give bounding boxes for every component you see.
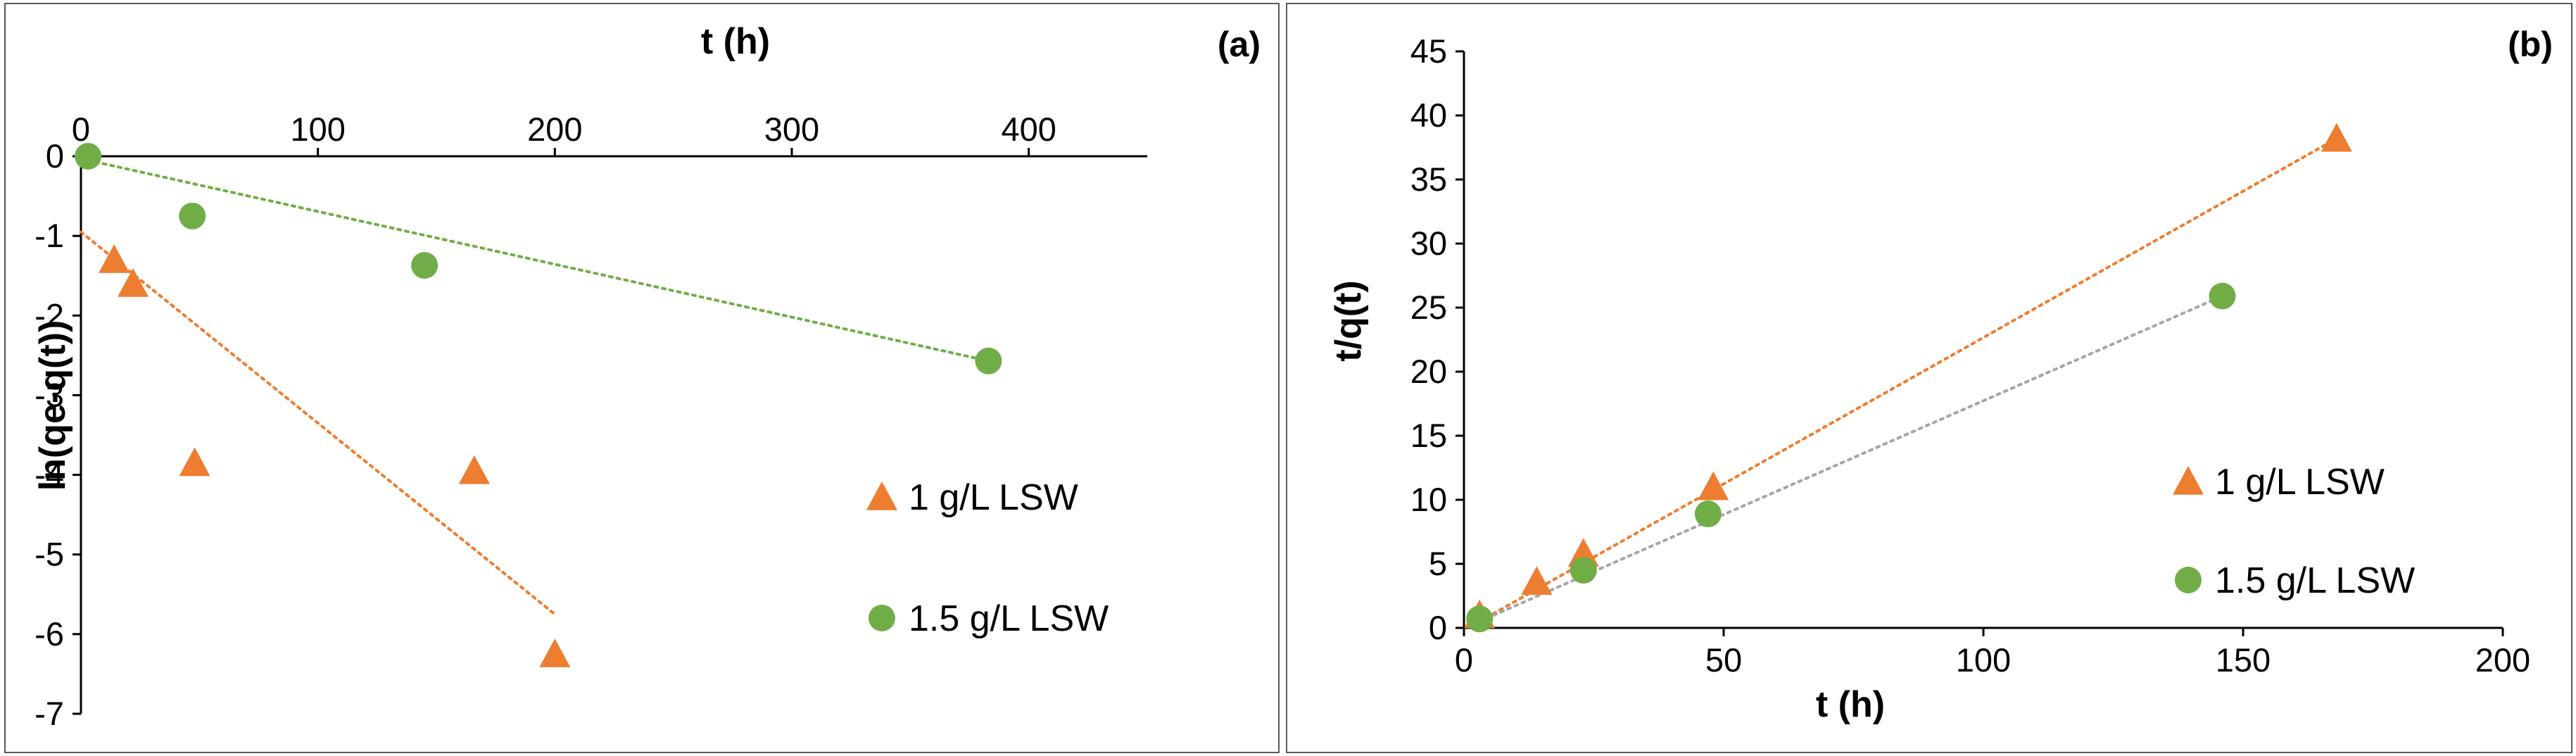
data-point-triangle bbox=[118, 268, 149, 297]
y-tick-label: 30 bbox=[1410, 225, 1447, 262]
panel-label: (b) bbox=[2508, 25, 2553, 64]
data-point-triangle bbox=[458, 455, 490, 484]
x-tick-label: 0 bbox=[1455, 641, 1473, 679]
data-point-circle bbox=[1694, 500, 1722, 528]
data-point-circle bbox=[1466, 605, 1494, 633]
y-tick-label: 45 bbox=[1410, 32, 1447, 70]
chart-panel-a: 0 100 200 300 400 0 -1 -2 -3 -4 -5 -6 -7 t (h) ln(qe-q… bbox=[4, 3, 1280, 753]
chart-panel-b: 0 50 100 150 200 0 5 10 15 20 25 30 35 40 45 t (h) t/q(t… bbox=[1286, 3, 2572, 753]
chart-a-svg: 0 100 200 300 400 0 -1 -2 -3 -4 -5 -6 -7 t (h) ln(qe-q… bbox=[32, 21, 1261, 732]
y-tick-label: -7 bbox=[34, 695, 64, 732]
data-point-circle bbox=[411, 252, 438, 279]
y-axis-title: ln(qe-q(t)) bbox=[32, 320, 73, 491]
y-tick-label: 20 bbox=[1410, 353, 1447, 390]
x-tick-label: 300 bbox=[764, 111, 819, 148]
y-tick-label: 0 bbox=[46, 137, 64, 175]
y-tick-label: 40 bbox=[1410, 96, 1447, 134]
data-point-triangle bbox=[179, 447, 210, 477]
y-tick-label: -5 bbox=[34, 536, 64, 573]
x-tick-label: 200 bbox=[527, 111, 582, 148]
trendline-triangle bbox=[80, 230, 557, 616]
legend-label: 1 g/L LSW bbox=[909, 477, 1078, 518]
legend-marker-circle bbox=[869, 605, 895, 631]
data-point-triangle bbox=[1521, 566, 1553, 596]
trendline-circle bbox=[87, 158, 990, 363]
x-tick-label: 100 bbox=[1956, 641, 2011, 679]
y-tick-label: 5 bbox=[1429, 545, 1447, 582]
y-tick-label: 10 bbox=[1410, 481, 1447, 518]
y-tick-label: 15 bbox=[1410, 417, 1447, 454]
data-point-circle bbox=[1570, 557, 1597, 584]
x-tick-label: 150 bbox=[2216, 641, 2271, 679]
y-tick-label: -1 bbox=[34, 217, 64, 254]
x-tick-label: 0 bbox=[72, 111, 90, 148]
y-tick-label: -3 bbox=[34, 376, 64, 413]
y-tick-label: 25 bbox=[1410, 289, 1447, 326]
data-point-circle bbox=[179, 202, 206, 229]
legend-label: 1 g/L LSW bbox=[2215, 462, 2385, 503]
chart-b-svg: 0 50 100 150 200 0 5 10 15 20 25 30 35 40 45 t (h) t/q(t… bbox=[1328, 25, 2553, 725]
trendline-circle bbox=[1478, 294, 2224, 623]
data-point-triangle bbox=[539, 638, 571, 667]
y-axis-title: t/q(t) bbox=[1328, 280, 1369, 361]
data-point-triangle bbox=[1698, 471, 1729, 500]
y-tick-label: -4 bbox=[34, 456, 64, 493]
data-point-circle bbox=[2209, 282, 2236, 310]
legend-marker-triangle bbox=[2173, 466, 2204, 495]
y-tick-label: -2 bbox=[34, 296, 64, 334]
legend-marker-circle bbox=[2175, 567, 2202, 593]
y-tick-label: 0 bbox=[1429, 609, 1447, 646]
legend-marker-triangle bbox=[866, 481, 897, 510]
trendline-triangle bbox=[1478, 137, 2338, 623]
data-point-triangle bbox=[2321, 122, 2352, 152]
y-tick-label: -6 bbox=[34, 615, 64, 653]
panel-label: (a) bbox=[1218, 25, 1261, 64]
x-axis-title: t (h) bbox=[701, 21, 770, 62]
x-tick-label: 200 bbox=[2475, 641, 2530, 679]
x-tick-label: 50 bbox=[1705, 641, 1742, 679]
data-point-circle bbox=[975, 347, 1002, 374]
legend-label: 1.5 g/L LSW bbox=[2215, 560, 2415, 601]
x-tick-label: 100 bbox=[290, 111, 345, 148]
data-point-triangle bbox=[99, 244, 130, 273]
y-tick-label: 35 bbox=[1410, 160, 1447, 198]
x-tick-label: 400 bbox=[1001, 111, 1056, 148]
legend-label: 1.5 g/L LSW bbox=[909, 598, 1109, 639]
x-axis-title: t (h) bbox=[1816, 684, 1885, 725]
data-point-circle bbox=[75, 143, 102, 170]
